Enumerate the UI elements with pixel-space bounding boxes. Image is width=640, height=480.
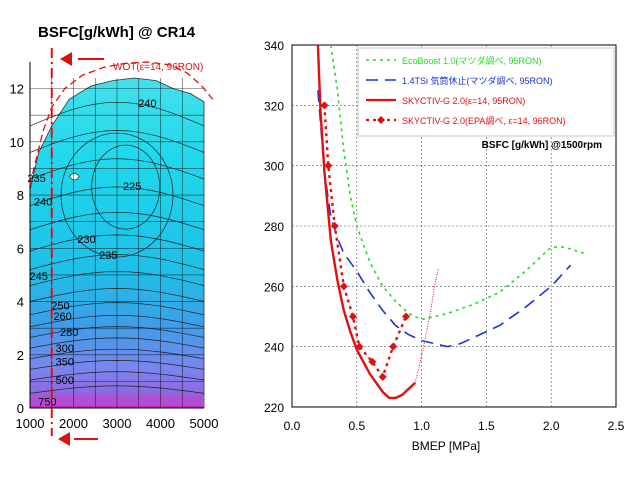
contour-label: 750	[38, 396, 56, 408]
contour-label: 225	[123, 181, 141, 193]
contour-225-loop	[91, 144, 161, 230]
contour-label: 500	[56, 375, 74, 387]
map-y-tick-label: 0	[17, 401, 24, 416]
arrow-left-icon	[58, 432, 70, 446]
y-tick-label: 240	[264, 341, 284, 355]
map-x-tick-label: 3000	[103, 416, 132, 431]
bsfc-map-title: BSFC[g/kWh] @ CR14	[38, 24, 196, 41]
legend-label: 1.4TSi 気筒休止(マツダ調べ, 95RON)	[402, 75, 553, 86]
data-point-diamond	[402, 312, 411, 321]
data-point-diamond	[320, 101, 329, 110]
legend-label: EcoBoost 1.0(マツダ調べ, 95RON)	[402, 55, 542, 66]
data-point-diamond	[348, 312, 357, 321]
data-point-diamond	[339, 282, 348, 291]
x-tick-label: 2.0	[543, 419, 560, 433]
y-tick-label: 260	[264, 280, 284, 294]
y-tick-label: 340	[264, 39, 284, 53]
contour-label: 280	[60, 327, 78, 339]
x-tick-label: 2.5	[608, 419, 625, 433]
x-tick-label: 1.0	[413, 419, 430, 433]
arrow-left-icon	[60, 52, 72, 66]
contour-label: 260	[53, 311, 71, 323]
skyactiv-95ron-series-line	[316, 45, 416, 400]
ecoboost-series-line	[330, 45, 584, 321]
tsi-series-line	[317, 90, 572, 348]
data-point-diamond	[378, 372, 387, 381]
map-y-tick-label: 8	[17, 188, 24, 203]
map-y-tick-label: 2	[17, 348, 24, 363]
contour-label: 350	[56, 356, 74, 368]
wot-curve-label: WOT(ε=14, 96RON)	[113, 62, 203, 73]
bsfc-map-panel: BSFC[g/kWh] @ CR14 1000 2000 3000 4000 5000 0…	[10, 24, 219, 446]
map-y-tick-label: 12	[10, 82, 24, 97]
data-point-diamond	[330, 222, 339, 230]
map-x-tick-label: 5000	[190, 416, 219, 431]
y-tick-label: 320	[264, 99, 284, 113]
legend-box	[357, 47, 615, 137]
y-tick-label: 300	[264, 160, 284, 174]
bsfc-map-plot-area: 1000 2000 3000 4000 5000 0 2 4 6 8 10 12 240 235 225 23…	[10, 48, 219, 446]
map-x-tick-label: 4000	[146, 416, 175, 431]
map-y-tick-label: 10	[10, 135, 24, 150]
contour-label: 245	[30, 271, 48, 283]
map-x-tick-label: 2000	[59, 416, 88, 431]
contour-label: 240	[138, 98, 156, 110]
map-y-tick-label: 4	[17, 295, 24, 310]
data-point-diamond	[389, 342, 398, 351]
series-group	[316, 45, 584, 400]
data-point-diamond	[324, 161, 333, 170]
legend: EcoBoost 1.0(マツダ調べ, 95RON) 1.4TSi 気筒休止(マツ…	[357, 47, 615, 137]
contour-label: 300	[56, 343, 74, 355]
map-x-tick-label: 1000	[16, 416, 45, 431]
legend-label: SKYCTIV-G 2.0(ε=14, 95RON)	[402, 96, 525, 106]
x-tick-label: 1.5	[478, 419, 495, 433]
legend-label: SKYCTIV-G 2.0(EPA調べ, ε=14, 96RON)	[402, 115, 566, 126]
y-tick-label: 280	[264, 220, 284, 234]
y-tick-label: 220	[264, 401, 284, 415]
x-tick-label: 0.5	[348, 419, 365, 433]
x-tick-label: 0.0	[284, 419, 301, 433]
legend-marker-diamond	[377, 116, 385, 124]
bsfc-line-panel: 0.0 0.5 1.0 1.5 2.0 2.5220240260280300320340 …	[264, 39, 625, 453]
wot-curve	[29, 61, 214, 185]
bsfc-line-subtitle: BSFC [g/kWh] @1500rpm	[482, 140, 602, 151]
contour-label: 240	[34, 197, 52, 209]
data-point-diamond	[355, 342, 364, 351]
contour-label: 230	[77, 234, 95, 246]
contour-label: 235	[27, 173, 45, 185]
skyactiv-extension-curve	[414, 268, 439, 384]
white-island-icon	[68, 173, 80, 181]
map-y-tick-label: 6	[17, 241, 24, 256]
contour-label: 235	[99, 250, 117, 262]
x-axis-label: BMEP [MPa]	[412, 439, 480, 453]
data-point-diamond	[368, 357, 377, 366]
contour-label: 250	[51, 301, 69, 313]
